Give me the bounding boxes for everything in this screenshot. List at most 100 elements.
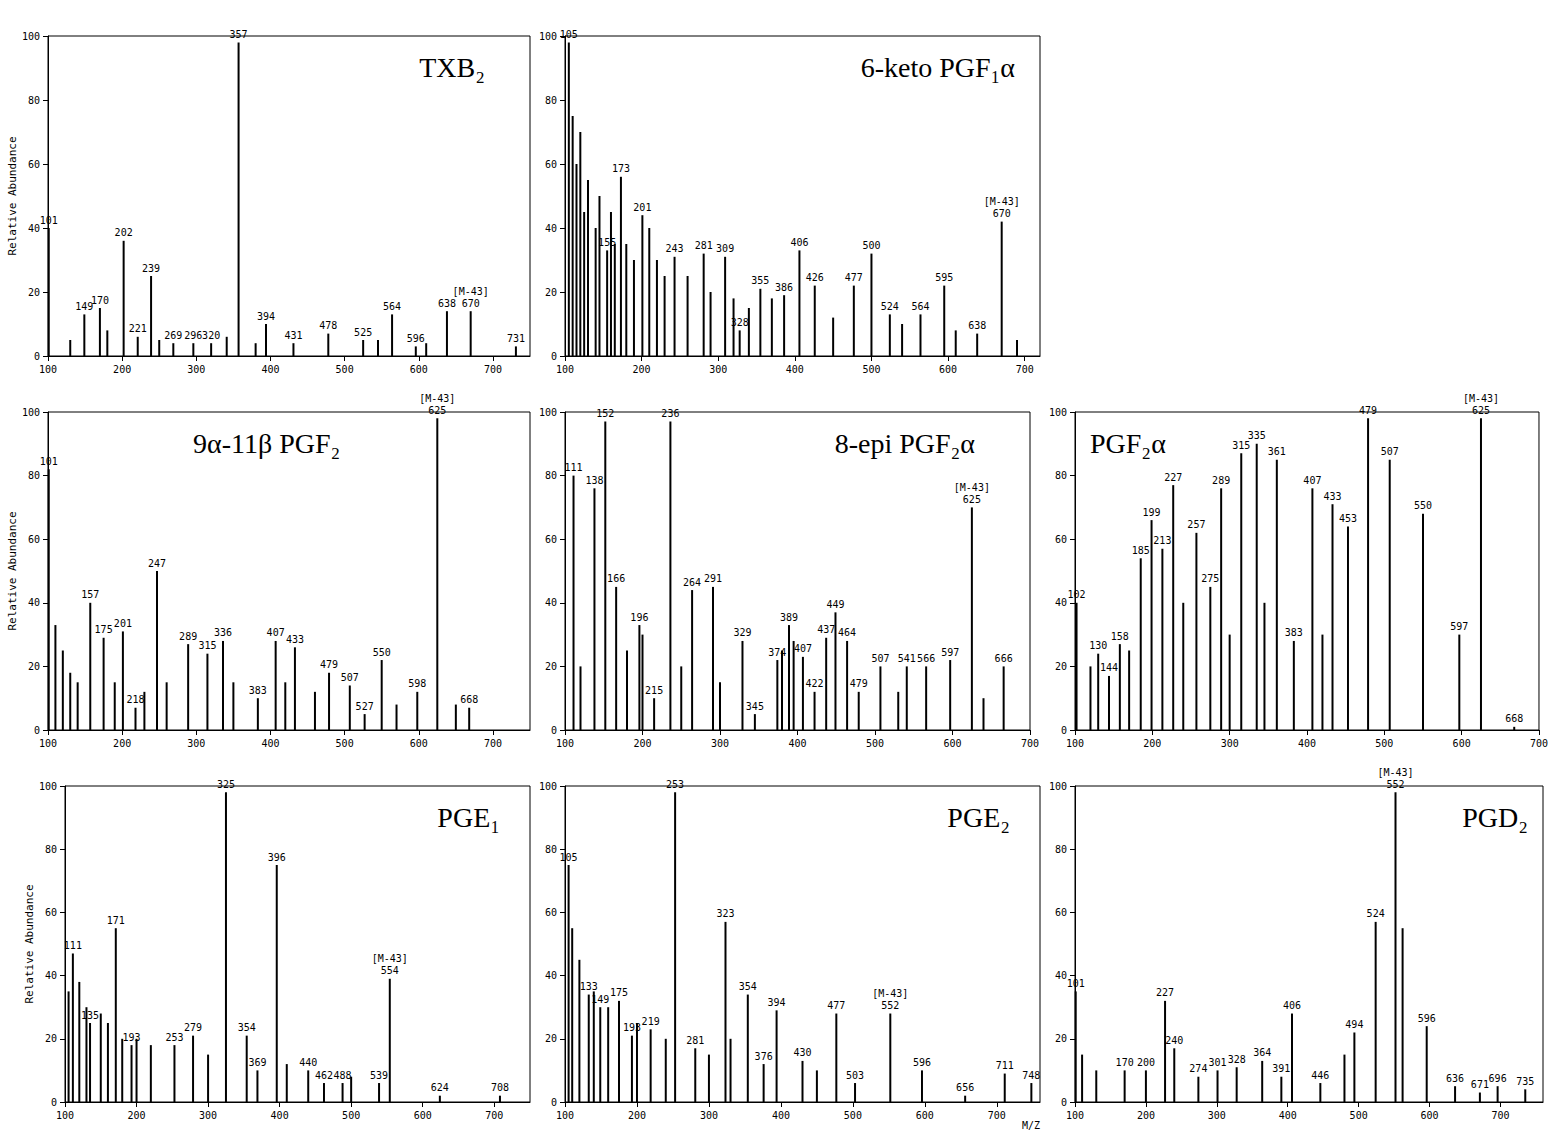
svg-text:M/Z: M/Z [1022,1120,1040,1131]
svg-text:400: 400 [1298,738,1316,749]
svg-text:597: 597 [941,647,959,658]
svg-text:130: 130 [1089,640,1107,651]
svg-text:711: 711 [996,1060,1014,1071]
svg-text:453: 453 [1339,513,1357,524]
svg-text:478: 478 [319,320,337,331]
svg-text:281: 281 [686,1035,704,1046]
svg-text:406: 406 [790,237,808,248]
svg-text:[M-43]: [M-43] [984,196,1020,207]
svg-text:0: 0 [551,725,557,736]
svg-text:218: 218 [126,694,144,705]
svg-text:221: 221 [129,323,147,334]
svg-text:200: 200 [128,1110,146,1121]
svg-text:200: 200 [1143,738,1161,749]
svg-text:394: 394 [768,997,786,1008]
svg-text:289: 289 [179,631,197,642]
svg-text:345: 345 [746,701,764,712]
svg-text:400: 400 [786,364,804,375]
svg-text:0: 0 [551,1097,557,1108]
svg-text:328: 328 [731,317,749,328]
svg-text:215: 215 [645,685,663,696]
svg-text:219: 219 [642,1016,660,1027]
svg-text:500: 500 [342,1110,360,1121]
svg-text:80: 80 [1055,470,1067,481]
svg-text:364: 364 [1253,1047,1271,1058]
svg-text:600: 600 [943,738,961,749]
svg-text:200: 200 [113,738,131,749]
svg-text:[M-43]: [M-43] [453,286,489,297]
svg-text:564: 564 [383,301,401,312]
svg-text:624: 624 [431,1082,449,1093]
svg-text:554: 554 [381,965,399,976]
svg-text:269: 269 [164,330,182,341]
svg-text:539: 539 [370,1070,388,1081]
svg-text:527: 527 [356,701,374,712]
svg-text:100: 100 [556,1110,574,1121]
svg-text:389: 389 [780,612,798,623]
svg-text:564: 564 [911,301,929,312]
svg-text:383: 383 [1285,627,1303,638]
svg-text:138: 138 [585,475,603,486]
svg-text:105: 105 [560,852,578,863]
svg-text:157: 157 [81,589,99,600]
svg-text:552: 552 [1386,779,1404,790]
svg-text:462: 462 [315,1070,333,1081]
svg-text:100: 100 [39,781,57,792]
svg-text:60: 60 [28,534,40,545]
svg-text:289: 289 [1212,475,1230,486]
svg-text:8-epi PGF₂α: 8-epi PGF₂α [835,428,976,459]
svg-text:257: 257 [1187,519,1205,530]
svg-text:638: 638 [438,298,456,309]
svg-text:60: 60 [1055,907,1067,918]
svg-text:500: 500 [336,738,354,749]
svg-text:335: 335 [1248,430,1266,441]
svg-text:6-keto PGF₁α: 6-keto PGF₁α [861,52,1016,83]
svg-text:700: 700 [1021,738,1039,749]
svg-text:477: 477 [845,272,863,283]
svg-text:500: 500 [844,1110,862,1121]
svg-text:60: 60 [45,907,57,918]
svg-text:60: 60 [545,159,557,170]
svg-text:PGE₁: PGE₁ [437,802,500,833]
svg-text:700: 700 [484,738,502,749]
svg-text:291: 291 [704,573,722,584]
svg-text:600: 600 [1421,1110,1439,1121]
svg-text:433: 433 [1323,491,1341,502]
svg-text:60: 60 [1055,534,1067,545]
svg-text:175: 175 [95,624,113,635]
svg-text:595: 595 [935,272,953,283]
svg-text:40: 40 [1055,597,1067,608]
svg-text:597: 597 [1450,621,1468,632]
svg-text:500: 500 [866,738,884,749]
svg-text:479: 479 [850,678,868,689]
svg-text:656: 656 [956,1082,974,1093]
svg-text:300: 300 [1221,738,1239,749]
svg-text:196: 196 [630,612,648,623]
svg-text:111: 111 [64,940,82,951]
svg-text:449: 449 [826,599,844,610]
svg-text:391: 391 [1272,1063,1290,1074]
svg-text:328: 328 [1228,1054,1246,1065]
svg-text:PGD₂: PGD₂ [1462,802,1528,833]
svg-text:596: 596 [407,333,425,344]
svg-text:100: 100 [556,364,574,375]
svg-text:20: 20 [1055,661,1067,672]
svg-text:406: 406 [1283,1000,1301,1011]
svg-text:700: 700 [484,364,502,375]
svg-text:Relative Abundance: Relative Abundance [6,136,19,255]
svg-text:479: 479 [320,659,338,670]
svg-text:0: 0 [1061,1097,1067,1108]
svg-text:0: 0 [34,725,40,736]
svg-text:100: 100 [556,738,574,749]
svg-text:407: 407 [794,643,812,654]
svg-text:80: 80 [28,95,40,106]
svg-text:200: 200 [113,364,131,375]
svg-text:40: 40 [28,223,40,234]
svg-text:40: 40 [545,597,557,608]
svg-text:175: 175 [610,987,628,998]
svg-text:[M-43]: [M-43] [372,953,408,964]
svg-text:300: 300 [199,1110,217,1121]
svg-text:300: 300 [711,738,729,749]
svg-text:100: 100 [539,407,557,418]
svg-text:20: 20 [545,287,557,298]
